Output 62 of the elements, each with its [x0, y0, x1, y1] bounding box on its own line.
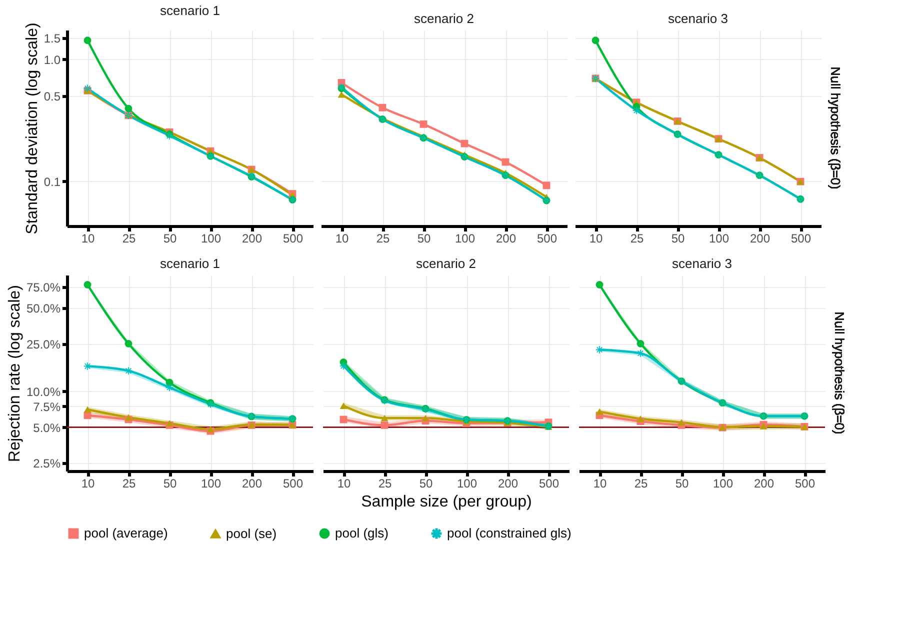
x-tick-label: 25 — [378, 476, 392, 490]
chart-title: scenario 1 — [160, 3, 220, 18]
x-tick-label: 50 — [419, 476, 433, 490]
y-tick-label: 0.1 — [44, 174, 61, 189]
x-tick-label: 10 — [337, 476, 351, 490]
y-axis-title: Rejection rate (log scale) — [6, 285, 24, 462]
y-tick-label: 1.0 — [44, 52, 61, 67]
x-tick-label: 10 — [589, 232, 603, 246]
chart-title: scenario 3 — [668, 11, 728, 26]
x-tick-label: 200 — [242, 232, 262, 246]
x-tick-label: 100 — [708, 232, 730, 246]
y-tick-label: 10.0% — [26, 384, 61, 399]
chart-title: scenario 3 — [672, 256, 732, 271]
x-tick-label: 50 — [675, 476, 689, 490]
x-tick-label: 10 — [593, 476, 607, 490]
x-tick-label: 500 — [538, 476, 560, 490]
x-tick-label: 50 — [417, 232, 431, 246]
x-tick-label: 500 — [282, 476, 304, 490]
y-tick-label: 75.0% — [26, 280, 61, 295]
x-tick-label: 200 — [750, 232, 770, 246]
x-tick-label: 500 — [794, 476, 816, 490]
text: Null hypothesis (β=0) — [828, 66, 843, 190]
x-tick-label: 10 — [81, 476, 95, 490]
x-tick-label: 25 — [122, 232, 136, 246]
x-tick-label: 100 — [454, 232, 476, 246]
y-tick-label: 2.5% — [33, 456, 61, 471]
y-tick-label: 25.0% — [26, 338, 61, 352]
text: Null hypothesis (β=0) — [832, 312, 847, 434]
x-tick-label: 100 — [200, 232, 222, 246]
x-tick-label: 100 — [456, 476, 478, 490]
y-tick-label: 5.0% — [33, 420, 61, 435]
x-tick-label: 50 — [163, 232, 177, 246]
y-tick-label: 50.0% — [26, 302, 61, 316]
x-tick-label: 25 — [630, 232, 644, 246]
x-tick-label: 200 — [242, 476, 262, 490]
x-tick-label: 200 — [498, 476, 518, 490]
chart-title: scenario 2 — [414, 11, 474, 26]
legend-label: pool (average) — [84, 526, 168, 541]
x-tick-label: 500 — [282, 232, 304, 246]
x-tick-label: 500 — [790, 232, 812, 246]
x-tick-label: 200 — [496, 232, 516, 246]
x-tick-label: 25 — [376, 232, 390, 246]
y-axis-title: Standard deviation (log scale) — [24, 22, 41, 234]
legend-label: pool (gls) — [335, 526, 388, 541]
x-tick-label: 25 — [634, 476, 648, 490]
x-tick-label: 100 — [712, 476, 734, 490]
x-tick-label: 500 — [536, 232, 558, 246]
chart-title: scenario 2 — [416, 256, 476, 271]
x-tick-label: 25 — [122, 476, 136, 490]
x-tick-label: 10 — [335, 232, 349, 246]
x-tick-label: 200 — [754, 476, 774, 490]
y-tick-label: 0.5 — [44, 90, 61, 104]
chart-title: scenario 1 — [160, 256, 220, 271]
legend-label: pool (constrained gls) — [447, 526, 572, 541]
y-tick-label: 7.5% — [33, 400, 61, 414]
x-tick-label: 50 — [163, 476, 177, 490]
x-tick-label: 100 — [200, 476, 222, 490]
x-axis-title: Sample size (per group) — [361, 494, 532, 510]
x-tick-label: 10 — [81, 232, 95, 246]
x-tick-label: 50 — [671, 232, 685, 246]
y-tick-label: 1.5 — [44, 31, 61, 46]
legend-label: pool (se) — [226, 526, 277, 541]
